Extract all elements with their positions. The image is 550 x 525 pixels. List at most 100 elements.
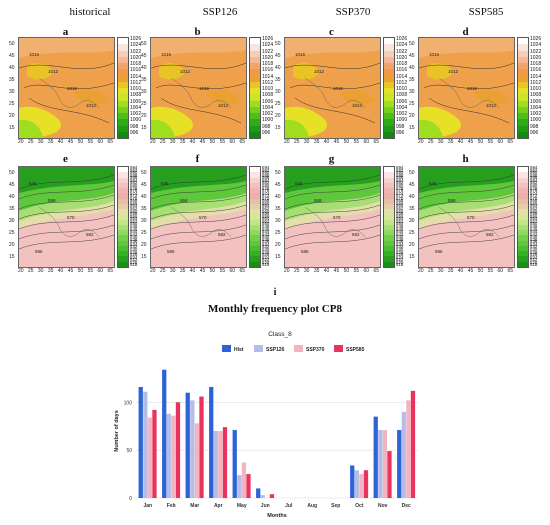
colorbar-segment	[118, 63, 128, 70]
colorbar-segment	[250, 88, 260, 95]
map-x-tick: 30	[303, 139, 310, 145]
panel-letter-d: d	[462, 26, 469, 38]
map-x-tick: 45	[467, 139, 474, 145]
colorbar-segment	[250, 240, 260, 246]
map-y-tick: 20	[409, 113, 415, 119]
colorbar-segment	[518, 182, 528, 188]
column-title-ssp370: SSP370	[335, 6, 371, 18]
colorbar-label: 1020	[530, 54, 542, 61]
map-x-tick: 25	[27, 268, 34, 274]
colorbar-label: 1010	[262, 86, 274, 92]
colorbar-segment	[250, 235, 260, 241]
coastline	[304, 77, 366, 109]
bar-ssp585-dec	[410, 390, 416, 498]
map-y-ticks: 50 45 40 35 30 25 20 15	[141, 41, 149, 137]
contour-label: 1016	[67, 86, 78, 91]
contour-line	[423, 82, 514, 90]
colorbar-label: 578	[396, 185, 404, 191]
map-x-tick: 45	[67, 268, 74, 274]
colorbar-label: 522	[130, 257, 138, 263]
colorbar-label: 558	[262, 211, 270, 217]
colorbar-label: 548	[262, 223, 270, 229]
colorbar-label: 536	[262, 239, 270, 245]
colorbar-label: 524	[396, 254, 404, 260]
map-y-tick: 50	[409, 41, 415, 47]
colorbar-segment	[518, 198, 528, 204]
y-tick-label: 0	[129, 496, 132, 502]
colorbar-label: 550	[530, 221, 538, 227]
colorbar-segment	[118, 219, 128, 225]
bar-ssp370-feb	[171, 415, 176, 498]
colorbar-label: 560	[130, 208, 138, 214]
colorbar-label: 1014	[530, 73, 542, 80]
contour-line	[151, 62, 246, 70]
colorbar-segment	[250, 224, 260, 230]
colorbar-segment	[384, 63, 394, 70]
colorbar-segment	[384, 188, 394, 194]
colorbar-d	[517, 37, 529, 139]
colorbar-label: 542	[130, 231, 138, 237]
colorbar-segment	[384, 131, 394, 138]
y-axis-label: Number of days	[114, 410, 120, 452]
colorbar-label: 550	[130, 221, 138, 227]
colorbar-label: 570	[262, 195, 270, 201]
map-x-tick: 60	[229, 139, 236, 145]
map-x-tick: 50	[209, 268, 216, 274]
colorbar-label: 572	[262, 193, 270, 199]
colorbar-segment	[250, 261, 260, 267]
contour-line	[19, 194, 114, 210]
colorbar-label: 1006	[530, 98, 542, 105]
bar-hist-oct	[350, 465, 355, 498]
colorbar-label: 574	[530, 190, 538, 196]
colorbar-segment	[250, 94, 260, 101]
colorbar-segment	[118, 125, 128, 132]
colorbar-segment	[384, 235, 394, 241]
colorbar-segment	[250, 245, 260, 251]
colorbar-label: 538	[130, 236, 138, 242]
colorbar-segment	[518, 177, 528, 183]
map-x-tick: 40	[57, 139, 64, 145]
colorbar-label: 554	[130, 216, 138, 222]
bar-ssp126-jan	[143, 391, 148, 498]
colorbar-label: 1018	[130, 61, 142, 67]
map-y-tick: 20	[141, 242, 147, 248]
colorbar-label: 550	[262, 221, 270, 227]
colorbar-segment	[384, 240, 394, 246]
colorbar-segment	[384, 106, 394, 113]
map-y-tick: 25	[9, 101, 15, 107]
colorbar-segment	[384, 172, 394, 178]
colorbar-label: 560	[262, 208, 270, 214]
coastline	[438, 206, 500, 238]
colorbar-label: 520	[396, 259, 404, 265]
colorbar-label: 1000	[262, 117, 274, 124]
colorbar-segment	[118, 214, 128, 220]
map-y-tick: 40	[9, 194, 15, 200]
colorbar-label: 524	[262, 254, 270, 260]
colorbar-segment	[118, 198, 128, 204]
legend-label-ssp585: SSP585	[346, 347, 365, 353]
colorbar-segment	[118, 188, 128, 194]
map-y-tick: 35	[409, 206, 415, 212]
map-y-tick: 40	[275, 65, 281, 71]
map-y-tick: 30	[141, 218, 147, 224]
colorbar-label: 564	[262, 203, 270, 209]
map-x-tick: 65	[507, 139, 513, 145]
map-y-tick: 35	[141, 206, 147, 212]
colorbar-segment	[384, 198, 394, 204]
colorbar-segment	[118, 44, 128, 51]
legend-label-hist: Hist	[234, 347, 244, 353]
colorbar-label: 542	[262, 231, 270, 237]
contour-label: 1012	[218, 103, 229, 108]
colorbar-label: 562	[396, 206, 404, 211]
colorbar-label: 518	[530, 262, 538, 268]
contour-line	[285, 184, 380, 200]
colorbar-label: 1010	[130, 86, 142, 92]
colorbar-label: 996	[130, 129, 139, 136]
colorbar-label: 1014	[396, 73, 408, 80]
contour-label: 1016	[29, 52, 40, 57]
colorbar-label: 1018	[530, 61, 542, 67]
bar-ssp585-feb	[175, 402, 181, 498]
colorbar-segment	[118, 88, 128, 95]
colorbar-label: 552	[262, 218, 270, 224]
colorbar-label: 1012	[396, 79, 408, 86]
